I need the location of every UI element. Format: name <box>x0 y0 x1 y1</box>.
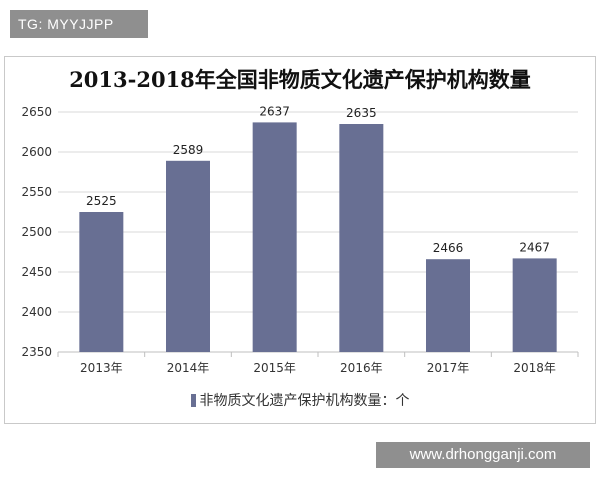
y-tick-label: 2450 <box>21 265 52 279</box>
watermark-bottom: www.drhongganji.com <box>376 442 590 468</box>
gridlines <box>57 111 579 357</box>
data-labels: 2525 2589 2637 2635 2466 2467 <box>86 104 550 255</box>
x-tick-label: 2013年 <box>80 361 123 375</box>
x-tick-label: 2014年 <box>167 361 210 375</box>
bar-2016年 <box>339 124 384 352</box>
x-axis-ticks: 2013年 2014年 2015年 2016年 2017年 2018年 <box>80 361 556 375</box>
bar-2018年 <box>512 258 557 352</box>
data-label: 2635 <box>346 106 377 120</box>
y-axis-ticks: 2350 2400 2450 2500 2550 2600 2650 <box>21 105 52 359</box>
chart-title: 2013-2018年全国非物质文化遗产保护机构数量 <box>69 67 531 92</box>
legend: 非物质文化遗产保护机构数量：个 <box>0 390 600 410</box>
bar-2017年 <box>426 259 470 352</box>
data-label: 2466 <box>433 241 464 255</box>
bar-2015年 <box>252 122 297 353</box>
x-tick-label: 2016年 <box>340 361 383 375</box>
data-label: 2637 <box>259 104 290 118</box>
x-tick-label: 2015年 <box>253 361 296 375</box>
y-tick-label: 2400 <box>21 305 52 319</box>
bars <box>79 122 557 353</box>
data-label: 2467 <box>519 240 550 254</box>
x-tick-label: 2018年 <box>513 361 556 375</box>
x-tick-label: 2017年 <box>427 361 470 375</box>
y-tick-label: 2500 <box>21 225 52 239</box>
legend-swatch <box>190 394 196 407</box>
data-label: 2589 <box>173 143 204 157</box>
y-tick-label: 2350 <box>21 345 52 359</box>
legend-label: 非物质文化遗产保护机构数量：个 <box>199 393 410 409</box>
y-tick-label: 2650 <box>21 105 52 119</box>
data-label: 2525 <box>86 194 117 208</box>
y-tick-label: 2600 <box>21 145 52 159</box>
bar-2013年 <box>79 212 124 352</box>
watermark-top: TG: MYYJJPP <box>10 10 148 38</box>
y-tick-label: 2550 <box>21 185 52 199</box>
bar-2014年 <box>166 160 210 352</box>
chart-frame <box>4 56 596 424</box>
